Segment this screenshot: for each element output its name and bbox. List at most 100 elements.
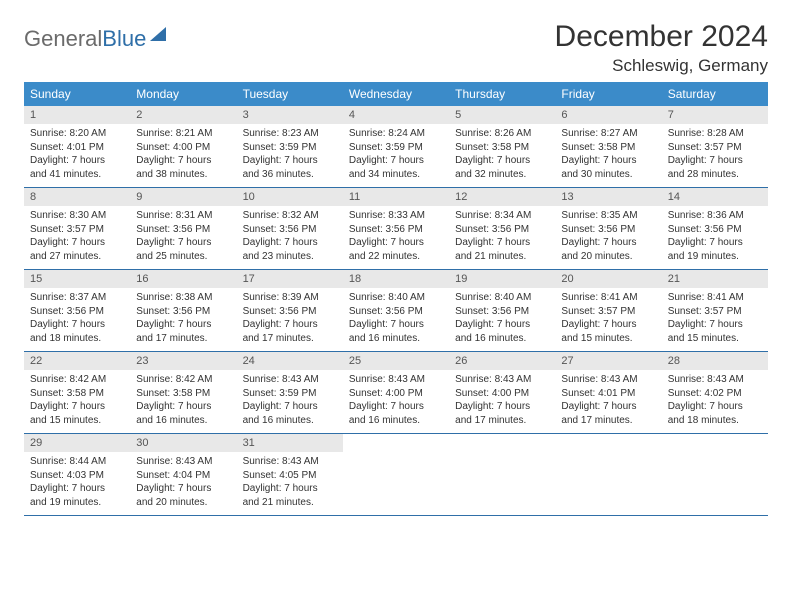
daylight-line: Daylight: 7 hours and 22 minutes. [349, 236, 443, 263]
title-block: December 2024 Schleswig, Germany [555, 20, 768, 76]
day-body: Sunrise: 8:20 AMSunset: 4:01 PMDaylight:… [24, 124, 130, 187]
sunrise-line: Sunrise: 8:23 AM [243, 127, 337, 141]
sunrise-line: Sunrise: 8:39 AM [243, 291, 337, 305]
daylight-line: Daylight: 7 hours and 18 minutes. [30, 318, 124, 345]
sunset-line: Sunset: 4:01 PM [30, 141, 124, 155]
sunset-line: Sunset: 3:56 PM [349, 223, 443, 237]
sunset-line: Sunset: 3:56 PM [349, 305, 443, 319]
sunset-line: Sunset: 3:56 PM [243, 223, 337, 237]
day-cell: 17Sunrise: 8:39 AMSunset: 3:56 PMDayligh… [237, 270, 343, 351]
day-cell: 28Sunrise: 8:43 AMSunset: 4:02 PMDayligh… [662, 352, 768, 433]
day-cell: 1Sunrise: 8:20 AMSunset: 4:01 PMDaylight… [24, 106, 130, 187]
daylight-line: Daylight: 7 hours and 25 minutes. [136, 236, 230, 263]
sunrise-line: Sunrise: 8:30 AM [30, 209, 124, 223]
weekday-sunday: Sunday [24, 82, 130, 106]
sunset-line: Sunset: 3:58 PM [136, 387, 230, 401]
weekday-thursday: Thursday [449, 82, 555, 106]
sunrise-line: Sunrise: 8:40 AM [455, 291, 549, 305]
calendar-grid: Sunday Monday Tuesday Wednesday Thursday… [24, 82, 768, 516]
daylight-line: Daylight: 7 hours and 23 minutes. [243, 236, 337, 263]
sunrise-line: Sunrise: 8:42 AM [30, 373, 124, 387]
logo-triangle-icon [150, 27, 166, 41]
sunrise-line: Sunrise: 8:32 AM [243, 209, 337, 223]
day-body: Sunrise: 8:36 AMSunset: 3:56 PMDaylight:… [662, 206, 768, 269]
day-cell: 14Sunrise: 8:36 AMSunset: 3:56 PMDayligh… [662, 188, 768, 269]
day-cell: 13Sunrise: 8:35 AMSunset: 3:56 PMDayligh… [555, 188, 661, 269]
sunrise-line: Sunrise: 8:43 AM [455, 373, 549, 387]
day-number: 13 [555, 188, 661, 206]
day-cell: 3Sunrise: 8:23 AMSunset: 3:59 PMDaylight… [237, 106, 343, 187]
day-number: 8 [24, 188, 130, 206]
daylight-line: Daylight: 7 hours and 38 minutes. [136, 154, 230, 181]
day-body: Sunrise: 8:43 AMSunset: 4:00 PMDaylight:… [449, 370, 555, 433]
sunset-line: Sunset: 4:00 PM [455, 387, 549, 401]
sunrise-line: Sunrise: 8:43 AM [561, 373, 655, 387]
day-cell [343, 434, 449, 515]
day-number: 6 [555, 106, 661, 124]
day-cell: 11Sunrise: 8:33 AMSunset: 3:56 PMDayligh… [343, 188, 449, 269]
sunrise-line: Sunrise: 8:40 AM [349, 291, 443, 305]
sunset-line: Sunset: 4:04 PM [136, 469, 230, 483]
sunrise-line: Sunrise: 8:43 AM [243, 373, 337, 387]
weeks-container: 1Sunrise: 8:20 AMSunset: 4:01 PMDaylight… [24, 106, 768, 516]
sunset-line: Sunset: 3:56 PM [30, 305, 124, 319]
day-body: Sunrise: 8:40 AMSunset: 3:56 PMDaylight:… [449, 288, 555, 351]
logo-text-blue: Blue [102, 26, 146, 52]
sunset-line: Sunset: 3:58 PM [30, 387, 124, 401]
weekday-friday: Friday [555, 82, 661, 106]
daylight-line: Daylight: 7 hours and 16 minutes. [243, 400, 337, 427]
day-cell: 24Sunrise: 8:43 AMSunset: 3:59 PMDayligh… [237, 352, 343, 433]
week-row: 22Sunrise: 8:42 AMSunset: 3:58 PMDayligh… [24, 352, 768, 434]
weekday-monday: Monday [130, 82, 236, 106]
day-cell: 16Sunrise: 8:38 AMSunset: 3:56 PMDayligh… [130, 270, 236, 351]
sunset-line: Sunset: 3:56 PM [243, 305, 337, 319]
logo: General Blue [24, 26, 166, 52]
day-cell: 21Sunrise: 8:41 AMSunset: 3:57 PMDayligh… [662, 270, 768, 351]
sunset-line: Sunset: 3:56 PM [561, 223, 655, 237]
day-body: Sunrise: 8:26 AMSunset: 3:58 PMDaylight:… [449, 124, 555, 187]
sunset-line: Sunset: 3:57 PM [668, 141, 762, 155]
day-cell: 7Sunrise: 8:28 AMSunset: 3:57 PMDaylight… [662, 106, 768, 187]
day-number: 25 [343, 352, 449, 370]
sunrise-line: Sunrise: 8:43 AM [668, 373, 762, 387]
sunset-line: Sunset: 3:59 PM [243, 141, 337, 155]
day-cell [449, 434, 555, 515]
daylight-line: Daylight: 7 hours and 32 minutes. [455, 154, 549, 181]
day-number: 16 [130, 270, 236, 288]
sunrise-line: Sunrise: 8:37 AM [30, 291, 124, 305]
day-body: Sunrise: 8:28 AMSunset: 3:57 PMDaylight:… [662, 124, 768, 187]
sunrise-line: Sunrise: 8:41 AM [668, 291, 762, 305]
day-number: 12 [449, 188, 555, 206]
sunset-line: Sunset: 3:56 PM [455, 305, 549, 319]
sunset-line: Sunset: 4:02 PM [668, 387, 762, 401]
day-number: 15 [24, 270, 130, 288]
sunrise-line: Sunrise: 8:35 AM [561, 209, 655, 223]
sunrise-line: Sunrise: 8:28 AM [668, 127, 762, 141]
day-body: Sunrise: 8:27 AMSunset: 3:58 PMDaylight:… [555, 124, 661, 187]
weekday-wednesday: Wednesday [343, 82, 449, 106]
daylight-line: Daylight: 7 hours and 15 minutes. [561, 318, 655, 345]
location-label: Schleswig, Germany [555, 56, 768, 76]
daylight-line: Daylight: 7 hours and 19 minutes. [30, 482, 124, 509]
day-number: 31 [237, 434, 343, 452]
sunrise-line: Sunrise: 8:24 AM [349, 127, 443, 141]
day-cell: 5Sunrise: 8:26 AMSunset: 3:58 PMDaylight… [449, 106, 555, 187]
week-row: 29Sunrise: 8:44 AMSunset: 4:03 PMDayligh… [24, 434, 768, 516]
day-cell: 31Sunrise: 8:43 AMSunset: 4:05 PMDayligh… [237, 434, 343, 515]
day-number: 28 [662, 352, 768, 370]
day-body: Sunrise: 8:23 AMSunset: 3:59 PMDaylight:… [237, 124, 343, 187]
day-body: Sunrise: 8:42 AMSunset: 3:58 PMDaylight:… [24, 370, 130, 433]
daylight-line: Daylight: 7 hours and 16 minutes. [349, 318, 443, 345]
sunset-line: Sunset: 4:01 PM [561, 387, 655, 401]
day-body: Sunrise: 8:34 AMSunset: 3:56 PMDaylight:… [449, 206, 555, 269]
daylight-line: Daylight: 7 hours and 30 minutes. [561, 154, 655, 181]
day-number: 10 [237, 188, 343, 206]
day-number: 11 [343, 188, 449, 206]
daylight-line: Daylight: 7 hours and 17 minutes. [243, 318, 337, 345]
logo-text-general: General [24, 26, 102, 52]
sunset-line: Sunset: 4:03 PM [30, 469, 124, 483]
daylight-line: Daylight: 7 hours and 15 minutes. [30, 400, 124, 427]
day-number: 7 [662, 106, 768, 124]
sunset-line: Sunset: 3:56 PM [136, 305, 230, 319]
day-number: 22 [24, 352, 130, 370]
